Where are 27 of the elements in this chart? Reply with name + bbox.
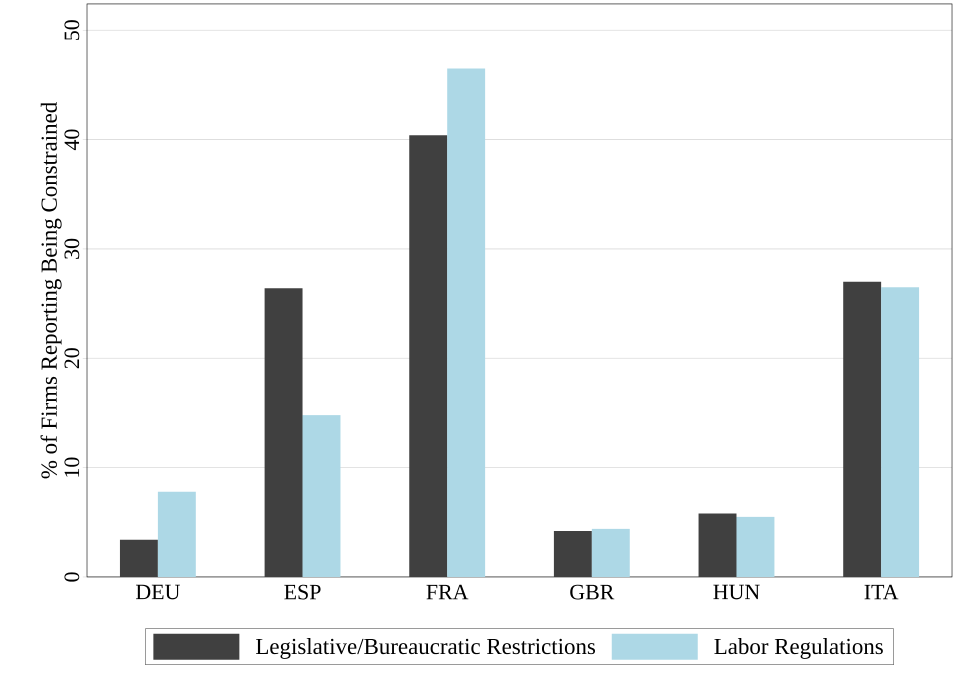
x-tick-label: DEU xyxy=(136,584,180,600)
y-tick-label: 30 xyxy=(64,238,80,259)
bar xyxy=(592,528,630,577)
x-tick-label: FRA xyxy=(426,584,468,600)
x-tick-label: HUN xyxy=(713,584,760,600)
bar xyxy=(698,514,736,577)
bar xyxy=(843,282,882,577)
bar xyxy=(120,540,158,577)
y-tick-label: 40 xyxy=(64,129,80,150)
bar xyxy=(554,531,592,577)
y-tick-label: 50 xyxy=(64,20,80,40)
bar xyxy=(409,135,448,577)
y-tick-label: 0 xyxy=(64,572,80,582)
bar xyxy=(736,516,774,577)
y-tick-label: 10 xyxy=(64,458,80,477)
x-tick-label: ESP xyxy=(284,584,321,600)
y-axis-title: % of Firms Reporting Being Constrained xyxy=(40,102,62,478)
bar xyxy=(881,287,920,577)
y-tick-label: 20 xyxy=(64,348,80,368)
bar xyxy=(264,288,303,577)
legend-label: Labor Regulations xyxy=(714,638,883,659)
legend-label: Legislative/Bureaucratic Restrictions xyxy=(256,638,596,659)
x-tick-label: ITA xyxy=(864,584,898,600)
bar xyxy=(447,68,486,577)
x-tick-label: GBR xyxy=(570,584,614,600)
bar xyxy=(158,492,196,577)
bar xyxy=(302,415,340,577)
